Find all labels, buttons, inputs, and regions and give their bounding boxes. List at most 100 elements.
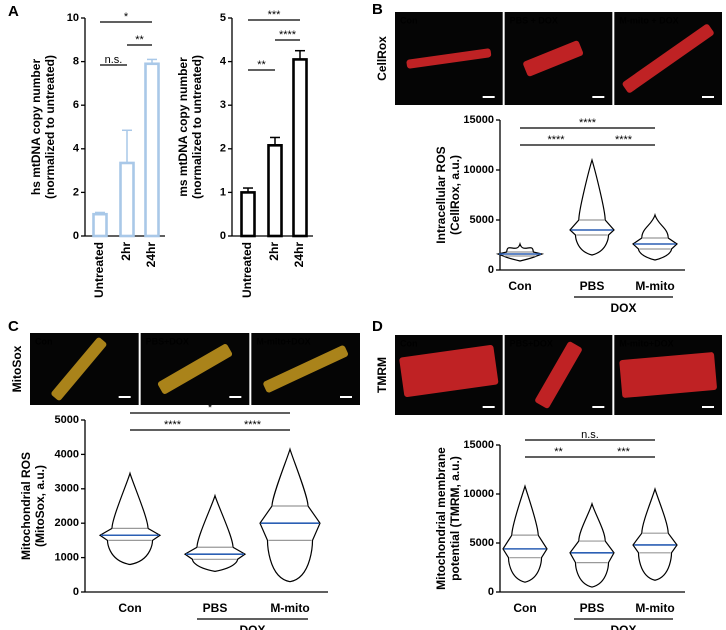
y-tick-label: 0	[73, 230, 79, 242]
y-tick-label: 2000	[55, 517, 79, 529]
panel-letter: D	[372, 318, 383, 335]
panel-letter: B	[372, 1, 383, 18]
y-axis-label: ms mtDNA copy number	[176, 57, 190, 197]
image-label: PBS+DOX	[510, 338, 553, 348]
y-tick-label: 1000	[55, 552, 79, 564]
significance-label: n.s.	[105, 54, 123, 66]
y-tick-label: 4	[220, 56, 227, 68]
violin	[98, 471, 162, 566]
image-label: Con	[400, 338, 418, 348]
significance-label: ***	[617, 446, 631, 458]
y-axis-label: Mitochondrial membrane	[434, 447, 448, 590]
violin	[259, 447, 321, 583]
x-tick-label: 2hr	[267, 242, 281, 261]
image-label: M-mito+DOX	[256, 336, 310, 346]
y-tick-label: 10	[67, 12, 79, 24]
significance-label: **	[135, 34, 144, 46]
y-tick-label: 5000	[470, 214, 494, 226]
group-label: DOX	[610, 301, 636, 315]
y-tick-label: 3	[220, 99, 226, 111]
cell	[535, 341, 582, 409]
y-tick-label: 4	[73, 143, 80, 155]
y-tick-label: 5000	[55, 414, 79, 426]
y-tick-label: 0	[73, 586, 79, 598]
cell	[523, 40, 584, 77]
x-tick-label: 24hr	[292, 242, 306, 268]
cell	[263, 345, 348, 393]
x-tick-label: M-mito	[635, 279, 674, 293]
bar	[267, 144, 283, 238]
significance-label: ****	[164, 419, 182, 431]
bar	[119, 161, 135, 238]
cell	[406, 48, 492, 69]
significance-label: ****	[244, 419, 262, 431]
stain-label: CellRox	[375, 36, 389, 81]
cell	[399, 344, 499, 398]
group-label: DOX	[610, 623, 636, 630]
y-axis-label: hs mtDNA copy number	[29, 59, 43, 196]
y-tick-label: 2	[73, 186, 79, 198]
significance-label: **	[257, 59, 266, 71]
y-axis-label: (normalized to untreated)	[190, 55, 204, 199]
x-tick-label: Con	[508, 279, 531, 293]
x-tick-label: Con	[118, 601, 141, 615]
image-label: Con	[35, 336, 53, 346]
bar	[144, 62, 160, 238]
violin	[569, 501, 615, 588]
x-tick-label: PBS	[203, 601, 228, 615]
y-axis-label: (normalized to untreated)	[43, 55, 57, 199]
panel-letter: A	[8, 3, 19, 20]
significance-label: n.s.	[581, 429, 599, 441]
bar	[292, 58, 308, 238]
y-tick-label: 1	[220, 186, 226, 198]
y-tick-label: 15000	[463, 439, 494, 451]
y-tick-label: 4000	[55, 448, 79, 460]
stain-label: MitoSox	[10, 345, 24, 392]
x-tick-label: 24hr	[144, 242, 158, 268]
image-label: PBS+DOX	[146, 336, 189, 346]
image-label: M-mito+DOX	[619, 338, 673, 348]
x-tick-label: PBS	[580, 601, 605, 615]
significance-label: ***	[268, 9, 282, 21]
x-tick-label: M-mito	[270, 601, 309, 615]
cell	[51, 337, 107, 401]
significance-label: **	[554, 446, 563, 458]
y-tick-label: 5	[220, 12, 226, 24]
y-tick-label: 10000	[463, 488, 494, 500]
significance-label: ****	[615, 134, 633, 146]
group-label: DOX	[239, 623, 265, 630]
violin	[569, 157, 615, 256]
x-tick-label: 2hr	[119, 242, 133, 261]
x-tick-label: Untreated	[92, 242, 106, 298]
y-tick-label: 6	[73, 99, 79, 111]
y-axis-label: potential (TMRM, a.u.)	[448, 456, 462, 581]
significance-label: ****	[579, 117, 597, 129]
y-tick-label: 8	[73, 56, 79, 68]
y-tick-label: 5000	[470, 537, 494, 549]
image-label: M-mito + DOX	[619, 15, 678, 25]
cell	[622, 24, 714, 93]
y-axis-label: Intracellular ROS	[434, 146, 448, 243]
y-tick-label: 0	[488, 586, 494, 598]
image-label: Con	[400, 15, 418, 25]
y-axis-label: (MitoSox, a.u.)	[33, 465, 47, 547]
y-axis-label: (CellRox, a.u.)	[448, 155, 462, 235]
x-tick-label: M-mito	[635, 601, 674, 615]
significance-label: ****	[279, 29, 297, 41]
x-tick-label: Untreated	[240, 242, 254, 298]
x-tick-label: PBS	[580, 279, 605, 293]
cell	[157, 344, 233, 394]
significance-label: *	[208, 402, 213, 414]
significance-label: ****	[547, 134, 565, 146]
y-tick-label: 2	[220, 143, 226, 155]
bar	[240, 191, 256, 238]
violin	[183, 493, 247, 572]
y-tick-label: 15000	[463, 114, 494, 126]
y-tick-label: 10000	[463, 164, 494, 176]
y-tick-label: 3000	[55, 483, 79, 495]
stain-label: TMRM	[375, 357, 389, 393]
significance-label: *	[124, 11, 129, 23]
cell	[619, 352, 717, 398]
violin	[502, 484, 548, 583]
